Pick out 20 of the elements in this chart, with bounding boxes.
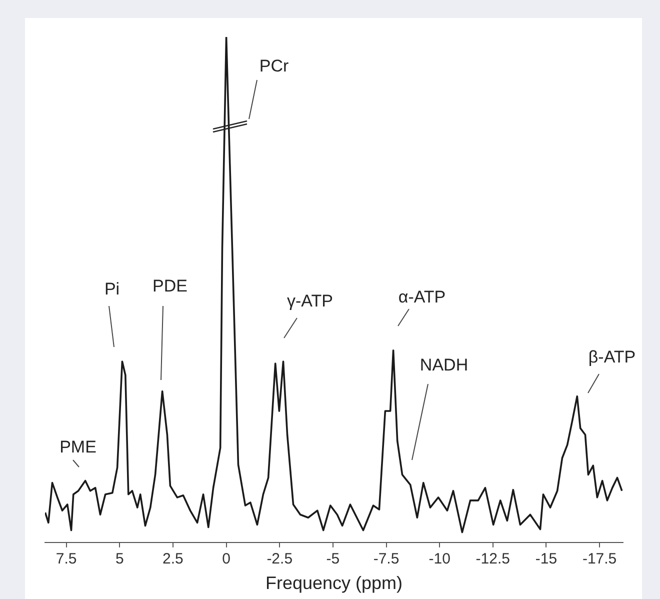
x-tick-label: 2.5 [162, 550, 184, 568]
x-axis-title: Frequency (ppm) [265, 573, 403, 594]
x-tick-label: -12.5 [476, 550, 510, 568]
x-tick-label: -2.5 [266, 550, 293, 568]
annotation: Pi [104, 280, 120, 299]
x-tick-label: 5 [115, 550, 124, 568]
x-tick-label: -17.5 [582, 550, 617, 568]
x-tick-label: -15 [535, 550, 558, 568]
annotation: α-ATP [398, 288, 446, 307]
x-tick-label: -5 [326, 550, 340, 568]
annotation: β-ATP [588, 348, 636, 367]
x-tick-label: -7.5 [373, 550, 400, 568]
annotation: γ-ATP [287, 292, 333, 311]
x-tick-label: 7.5 [56, 550, 77, 568]
x-tick-label: 0 [222, 550, 230, 568]
annotation: PME [60, 438, 96, 457]
annotation: PCr [259, 56, 289, 76]
x-tick-label: -10 [428, 550, 450, 568]
annotation: PDE [152, 276, 188, 296]
annotation: NADH [420, 356, 468, 375]
